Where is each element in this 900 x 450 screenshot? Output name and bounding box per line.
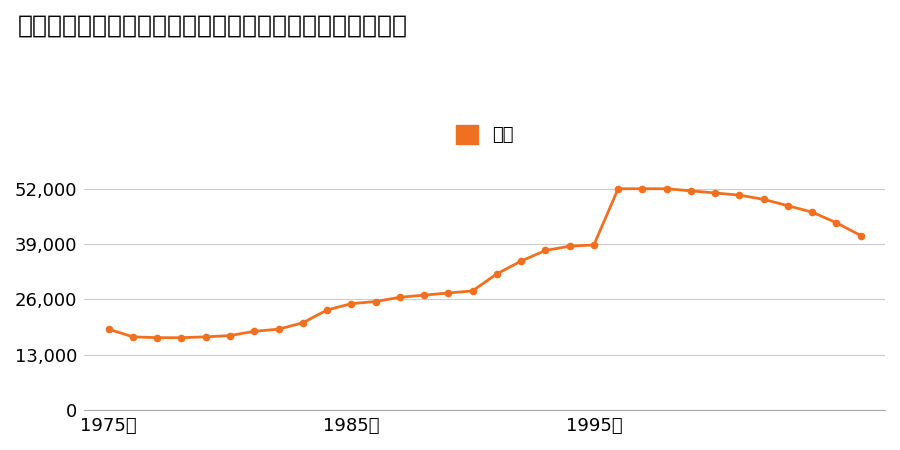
Legend: 価格: 価格	[449, 118, 521, 152]
Text: 茨城県多賀郡十王町大字友部字町屋敷３９番１の地価推移: 茨城県多賀郡十王町大字友部字町屋敷３９番１の地価推移	[18, 14, 408, 37]
